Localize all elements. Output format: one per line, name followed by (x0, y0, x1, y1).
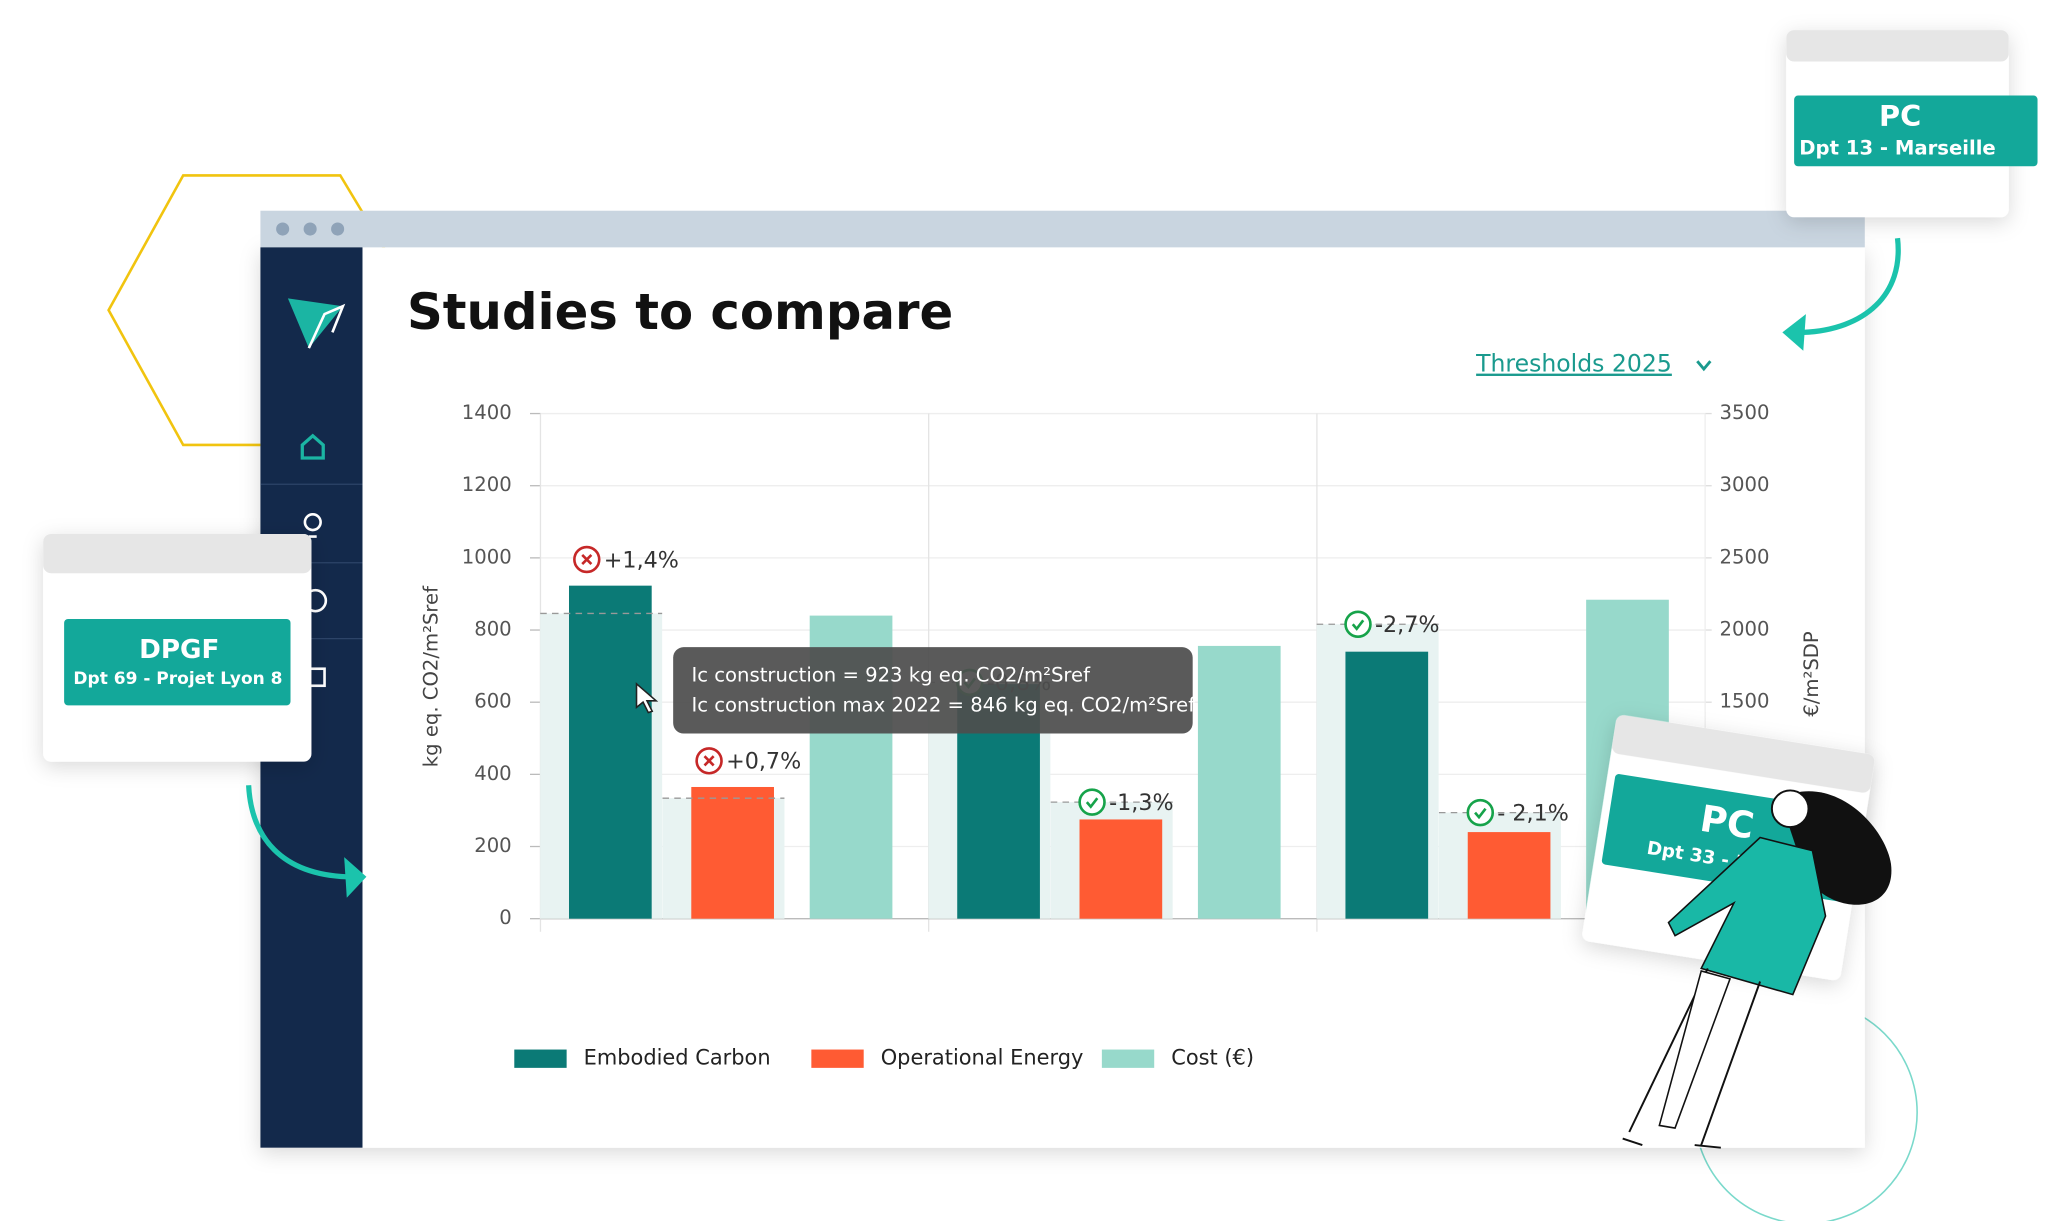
cursor (635, 682, 659, 714)
y-tick-label: 0 (499, 906, 511, 929)
arrow-head (344, 857, 367, 898)
window-bar (260, 210, 1865, 248)
bar (1467, 832, 1551, 919)
window-dot (276, 222, 290, 236)
bar (1345, 651, 1429, 919)
bar (1197, 645, 1281, 919)
delta-label: +0,7% (726, 749, 801, 775)
y2-tick-label: 3000 (1720, 473, 1770, 496)
nav-ideas[interactable] (303, 513, 322, 538)
page-title: Studies to compare (407, 283, 953, 341)
delta-icon (1466, 798, 1495, 827)
y-tick-label: 1400 (462, 401, 512, 424)
delta-icon-glyph (581, 553, 593, 565)
delta-icon (1344, 610, 1372, 639)
y2-tick-label: 1500 (1720, 690, 1770, 713)
dropdown-chevron[interactable] (1696, 360, 1712, 372)
card-text: Dpt 13 - Marseille (1799, 137, 1995, 160)
y2-tick-label: 3500 (1720, 401, 1770, 424)
y-tick-label: 800 (474, 618, 511, 641)
y-tick-label: 400 (474, 762, 511, 785)
card-code: DPGF (139, 635, 219, 665)
delta-label: - 2,1% (1497, 800, 1569, 826)
person-illustration (1622, 789, 1892, 1149)
y-tick-label: 600 (474, 690, 511, 713)
y-tick-label: 1000 (462, 545, 512, 568)
legend-label: Cost (€) (1171, 1046, 1254, 1070)
tooltip-line: Ic construction max 2022 = 846 kg eq. CO… (691, 694, 1196, 717)
delta-icon-glyph (1474, 807, 1487, 820)
delta-icon-glyph (1351, 619, 1365, 631)
y-tick-label: 200 (474, 834, 511, 857)
tooltip-line: Ic construction = 923 kg eq. CO2/m²Sref (691, 663, 1091, 686)
arrow (246, 785, 347, 880)
y2-tick-label: 2500 (1720, 545, 1770, 568)
legend-label: Operational Energy (881, 1046, 1084, 1070)
bar (691, 786, 774, 919)
delta-icon-glyph (1085, 797, 1099, 809)
chart: 0 200 400 600 800 1000 1200 1400 1500 2000 2500 300… (419, 401, 1823, 1070)
y2-axis-title: €/m²SDP (1800, 631, 1823, 717)
arrow-head (1782, 314, 1806, 351)
card-label (64, 619, 291, 706)
window-dot (331, 222, 345, 236)
threshold-selector[interactable]: Thresholds 2025 (1475, 350, 1672, 378)
card-label (1794, 95, 2038, 167)
nav-home[interactable] (300, 433, 325, 460)
bar (1079, 819, 1163, 919)
card-text: Dpt 69 - Projet Lyon 8 (73, 669, 282, 689)
legend-swatch (1101, 1049, 1155, 1068)
bar (568, 585, 652, 919)
delta-label: -2,7% (1375, 612, 1440, 638)
legend-label: Embodied Carbon (584, 1046, 771, 1070)
delta-icon (1078, 788, 1106, 816)
legend-swatch (514, 1049, 567, 1068)
y-tick-label: 1200 (462, 473, 512, 496)
card-code: PC (1697, 797, 1757, 848)
y2-tick-label: 2000 (1720, 618, 1770, 641)
legend-swatch (811, 1049, 864, 1068)
card-code: PC (1879, 99, 1921, 133)
delta-label: +1,4% (604, 547, 679, 573)
tooltip (673, 647, 1193, 734)
delta-label: -1,3% (1109, 790, 1174, 816)
delta-icon-glyph (703, 755, 715, 767)
arrow (1803, 237, 1901, 336)
window-dot (303, 222, 317, 236)
y-axis-title: kg eq. CO2/m²Sref (419, 585, 442, 767)
logo (287, 298, 346, 349)
